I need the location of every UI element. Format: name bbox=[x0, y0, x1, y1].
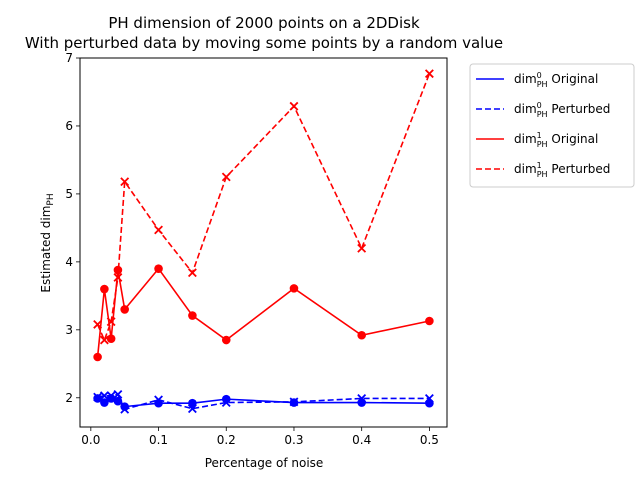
data-point-2 bbox=[424, 394, 434, 403]
data-point-3 bbox=[154, 264, 163, 273]
legend: dim0 PH Original dim0 PH Perturbed dim1 PH Or… bbox=[469, 63, 635, 188]
data-point-2 bbox=[289, 397, 299, 407]
data-point-3 bbox=[93, 352, 102, 362]
legend-label-2: dim0 PH Perturbed bbox=[514, 101, 610, 119]
data-point-4 bbox=[357, 243, 367, 253]
y-axis-label-main: Estimated dim bbox=[39, 206, 53, 293]
y-axis-label-sub: PH bbox=[46, 193, 56, 205]
chart-title-line1: PH dimension of 2000 points on a 2DDisk bbox=[108, 14, 420, 32]
data-point-2 bbox=[120, 404, 130, 414]
legend-label-3: dim1 PH Original bbox=[514, 131, 598, 149]
data-point-4 bbox=[93, 319, 103, 329]
data-point-4 bbox=[106, 317, 116, 327]
data-point-3 bbox=[425, 316, 434, 326]
data-point-3 bbox=[357, 330, 366, 340]
data-point-4 bbox=[289, 101, 299, 111]
data-point-1 bbox=[100, 398, 109, 407]
y-axis-label: Estimated dimPH bbox=[39, 193, 56, 292]
x-tick-label: 0.2 bbox=[217, 433, 236, 447]
legend-label-4: dim1 PH Perturbed bbox=[514, 161, 610, 179]
data-point-4 bbox=[99, 335, 109, 345]
data-point-2 bbox=[187, 404, 197, 414]
data-point-3 bbox=[120, 305, 129, 314]
y-tick-label: 7 bbox=[65, 51, 73, 65]
x-tick-label: 0.0 bbox=[81, 433, 100, 447]
data-point-2 bbox=[106, 391, 116, 401]
data-point-2 bbox=[99, 391, 109, 401]
y-tick-label: 5 bbox=[65, 187, 73, 201]
data-point-3 bbox=[289, 284, 299, 293]
data-point-4 bbox=[154, 225, 163, 235]
data-point-2 bbox=[93, 392, 103, 402]
data-point-4 bbox=[424, 69, 434, 79]
x-tick-label: 0.1 bbox=[149, 433, 168, 447]
y-tick-label: 2 bbox=[65, 391, 73, 405]
data-point-3 bbox=[188, 311, 197, 320]
data-point-4 bbox=[221, 172, 231, 182]
x-axis-label: Percentage of noise bbox=[205, 456, 324, 470]
y-tick-label: 4 bbox=[65, 255, 73, 269]
data-point-3 bbox=[100, 284, 109, 294]
x-tick-label: 0.5 bbox=[420, 433, 439, 447]
axes-frame bbox=[79, 57, 448, 428]
data-point-1 bbox=[113, 396, 123, 406]
y-tick-label: 6 bbox=[65, 119, 73, 133]
data-point-2 bbox=[221, 398, 231, 407]
data-point-4 bbox=[113, 273, 123, 282]
legend-label-1: dim0 PH Original bbox=[514, 71, 598, 89]
data-point-3 bbox=[106, 334, 116, 343]
legend-frame bbox=[469, 63, 635, 188]
data-point-4 bbox=[187, 268, 197, 278]
data-point-2 bbox=[154, 395, 163, 405]
data-point-3 bbox=[221, 335, 231, 345]
data-point-2 bbox=[113, 389, 123, 399]
data-point-3 bbox=[113, 265, 123, 275]
chart-title-line2: With perturbed data by moving some point… bbox=[25, 34, 503, 52]
data-point-4 bbox=[120, 177, 130, 187]
data-point-2 bbox=[357, 394, 367, 403]
y-tick-label: 3 bbox=[65, 323, 73, 337]
x-tick-label: 0.3 bbox=[284, 433, 303, 447]
plot-area: 0.0 0.1 0.2 0.3 0.4 0.5 2 3 4 5 6 7 bbox=[65, 51, 448, 447]
x-tick-label: 0.4 bbox=[352, 433, 371, 447]
